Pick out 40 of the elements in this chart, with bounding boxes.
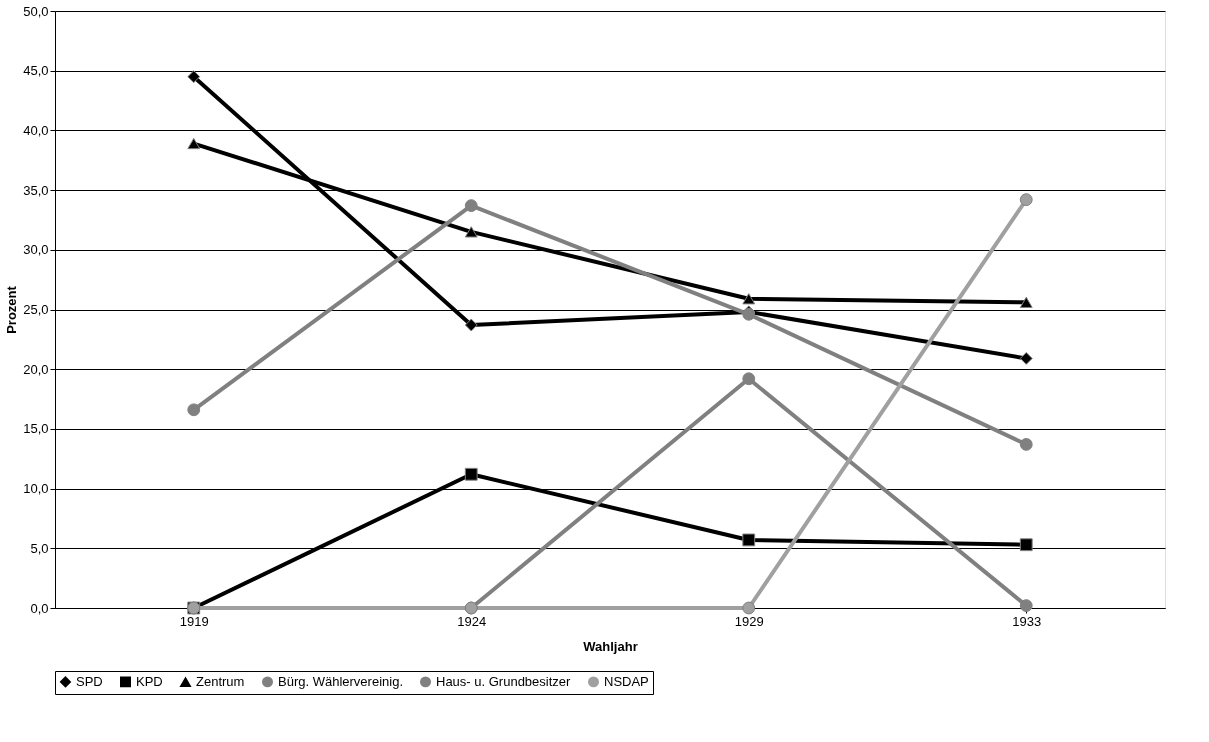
point xyxy=(1019,599,1033,613)
point xyxy=(1019,438,1033,451)
y-tick-label: 30,0 xyxy=(23,242,49,258)
point xyxy=(742,372,756,386)
point xyxy=(464,318,478,332)
y-axis-title: Prozent xyxy=(4,285,20,334)
legend-label: Bürg. Wählervereinig. xyxy=(278,673,403,689)
y-tick-label: 50,0 xyxy=(23,3,49,19)
y-tick-label: 5,0 xyxy=(30,540,49,556)
legend-label: Haus- u. Grundbesitzer xyxy=(436,673,572,689)
y-tick-label: 35,0 xyxy=(23,182,49,198)
y-tick-label: 15,0 xyxy=(23,421,49,437)
point xyxy=(187,137,201,150)
point xyxy=(464,199,478,213)
point xyxy=(1019,352,1033,365)
point xyxy=(187,403,201,417)
legend-label: NSDAP xyxy=(604,673,649,689)
y-tick-label: 45,0 xyxy=(23,63,49,79)
y-tick-label: 0,0 xyxy=(30,600,49,616)
legend-label: SPD xyxy=(76,673,103,689)
legend-label: KPD xyxy=(136,673,163,689)
x-axis-title: Wahljahr xyxy=(583,638,638,654)
point xyxy=(464,467,478,481)
point xyxy=(742,533,756,547)
y-tick-label: 20,0 xyxy=(23,361,49,377)
point xyxy=(464,226,478,238)
x-tick-label: 1929 xyxy=(734,613,764,629)
x-tick-label: 1919 xyxy=(179,613,209,629)
legend-label: Zentrum xyxy=(196,674,245,690)
point xyxy=(1019,296,1033,308)
point xyxy=(1019,538,1033,552)
point xyxy=(742,601,756,615)
y-tick-label: 10,0 xyxy=(23,481,49,497)
x-tick-label: 1924 xyxy=(457,613,487,629)
y-tick-label: 25,0 xyxy=(23,302,49,317)
y-tick-label: 40,0 xyxy=(23,122,49,138)
point xyxy=(742,293,756,305)
point xyxy=(187,70,201,84)
x-tick-label: 1933 xyxy=(1012,613,1042,629)
point xyxy=(1019,193,1033,207)
